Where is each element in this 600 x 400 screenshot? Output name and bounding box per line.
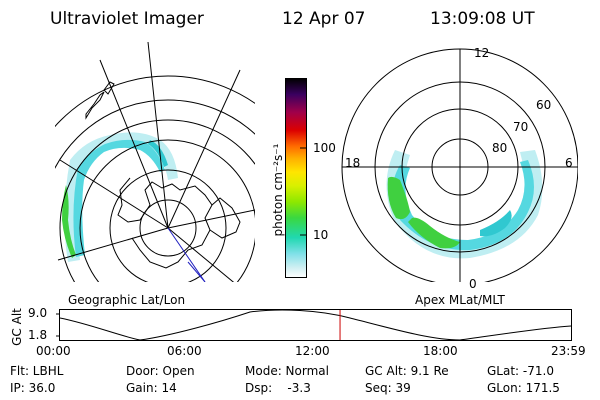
mode-info: Mode: Normal (245, 364, 329, 378)
gc-alt-axis-label: GC Alt (10, 308, 24, 346)
magnetic-polar-panel (341, 48, 578, 282)
mlat-label-60: 60 (536, 98, 552, 112)
lat-circle (55, 99, 255, 170)
seq-info: Seq: 39 (365, 381, 411, 395)
time-tick-0600: 06:00 (167, 344, 202, 358)
magnetic-panel-label: Apex MLat/MLT (415, 293, 505, 307)
ip-info: IP: 36.0 (10, 381, 56, 395)
gc-alt-info: GC Alt: 9.1 Re (365, 364, 449, 378)
glat-info: GLat: -71.0 (487, 364, 554, 378)
colorbar-tick-100: 100 (313, 141, 336, 155)
mlt-label-0: 0 (469, 277, 477, 291)
lat-circle (109, 169, 227, 282)
mlat-label-80: 80 (492, 141, 508, 155)
continent-outlines (85, 81, 241, 269)
time-label: 13:09:08 UT (430, 9, 535, 29)
time-tick-1200: 12:00 (295, 344, 330, 358)
gc-alt-plot (56, 309, 572, 341)
glon-info: GLon: 171.5 (487, 381, 560, 395)
colorbar-label: photon cm⁻²s⁻¹ (271, 143, 285, 237)
terminator-line (167, 227, 206, 282)
date-label: 12 Apr 07 (282, 9, 366, 29)
aurora-oval (386, 150, 543, 259)
filter-info: Flt: LBHL (10, 364, 64, 378)
dsp-info: Dsp: -3.3 (245, 381, 311, 395)
gc-alt-tick-9: 9.0 (28, 306, 48, 320)
colorbar-tick-10: 10 (313, 228, 329, 242)
mlt-label-18: 18 (345, 156, 361, 170)
aurora-swath-left (62, 132, 178, 262)
mlat-label-70: 70 (513, 120, 529, 134)
time-tick-1800: 18:00 (423, 344, 458, 358)
lat-circle (139, 199, 197, 257)
time-tick-2359: 23:59 (551, 344, 586, 358)
instrument-title: Ultraviolet Imager (50, 9, 204, 29)
color-bar (285, 78, 307, 278)
gc-alt-curve (59, 309, 572, 341)
gc-alt-tick-1-8: 1.8 (28, 328, 48, 342)
geographic-panel-label: Geographic Lat/Lon (68, 293, 186, 307)
lat-circle (59, 119, 255, 282)
mlt-label-12: 12 (474, 46, 490, 60)
gain-info: Gain: 14 (126, 381, 177, 395)
door-info: Door: Open (126, 364, 195, 378)
lat-circle (79, 139, 255, 282)
mlt-label-6: 6 (565, 156, 573, 170)
time-tick-0000: 00:00 (36, 344, 71, 358)
lat-circle (55, 75, 255, 128)
geographic-map-panel (55, 42, 255, 282)
